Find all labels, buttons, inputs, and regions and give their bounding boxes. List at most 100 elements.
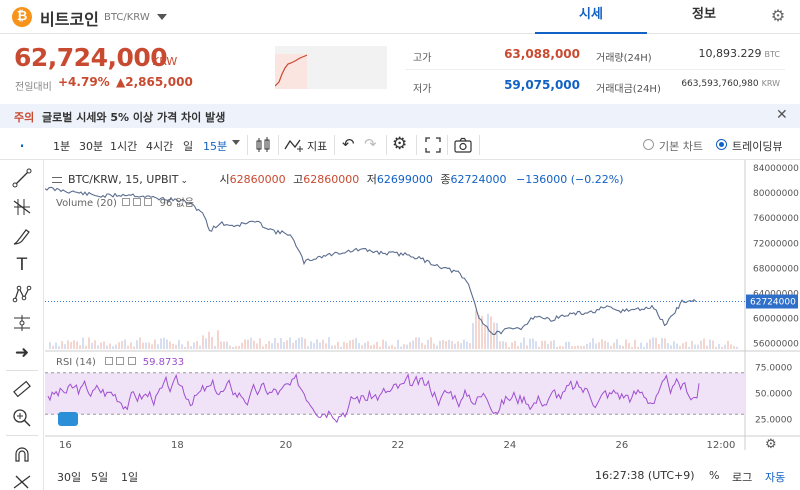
rsi-tick-label: 75.0000 <box>755 364 792 374</box>
tab-info[interactable]: 정보 <box>692 7 716 22</box>
settings-icon[interactable] <box>133 198 142 206</box>
volume-bar <box>154 339 156 349</box>
volume-bar <box>88 337 90 349</box>
collapse-icon[interactable] <box>52 177 62 183</box>
volume-bar <box>511 342 513 349</box>
tradingview-radio[interactable] <box>716 139 727 150</box>
interval-1m[interactable]: 1분 <box>53 140 71 153</box>
time-tick-label: 26 <box>616 440 629 450</box>
zoom-in-icon[interactable] <box>12 408 32 428</box>
change-label: 전일대비 <box>15 82 52 93</box>
magnet-icon[interactable] <box>12 445 32 465</box>
basic-chart-label[interactable]: 기본 차트 <box>659 140 703 153</box>
close-icon[interactable] <box>144 198 153 206</box>
volume-bar <box>421 342 423 349</box>
price-tick-label: 56000000 <box>753 340 799 350</box>
chevron-down-icon[interactable]: ⌄ <box>180 176 189 186</box>
volume-bar <box>604 340 606 349</box>
volume-bar <box>202 335 204 349</box>
ruler-icon[interactable] <box>12 379 32 399</box>
gear-icon[interactable]: ⚙ <box>770 6 786 25</box>
prediction-tool-icon[interactable] <box>12 313 32 333</box>
volume-bar <box>208 331 210 349</box>
gear-icon[interactable]: ⚙ <box>765 437 777 450</box>
undo-icon[interactable]: ↶ <box>342 135 355 153</box>
time-tick-label: 24 <box>504 440 517 450</box>
volume-bar <box>331 345 333 349</box>
eye-icon[interactable] <box>122 198 131 206</box>
volume-bar <box>136 340 138 349</box>
volume-bar <box>316 339 318 349</box>
price-series-line <box>45 186 697 335</box>
volume-bar <box>412 340 414 349</box>
volume-bar <box>427 339 429 349</box>
volume-bar <box>712 340 714 349</box>
candlestick-icon[interactable] <box>254 136 272 154</box>
volume-bar <box>70 342 72 349</box>
range-30d[interactable]: 30일 <box>57 471 82 484</box>
volume-bar <box>736 346 738 349</box>
indicator-icon[interactable] <box>284 137 304 153</box>
chevron-down-icon[interactable] <box>232 140 240 145</box>
volume-bar <box>256 343 258 349</box>
text-tool-icon[interactable]: T <box>16 255 28 275</box>
interval-day[interactable]: 일 <box>183 140 194 153</box>
close-icon[interactable] <box>127 357 136 365</box>
drawing-toolbar: · T ➜ <box>0 136 44 490</box>
volume-bar <box>544 340 546 349</box>
settings-icon[interactable] <box>116 357 125 365</box>
volume-bar <box>502 341 504 349</box>
toolbar-divider <box>447 135 448 155</box>
volume-bar <box>685 341 687 349</box>
indicator-button[interactable]: 지표 <box>307 140 328 153</box>
range-1d[interactable]: 1일 <box>121 471 139 484</box>
auto-toggle[interactable]: 자동 <box>765 471 786 484</box>
volume-bar <box>523 337 525 349</box>
coin-name[interactable]: 비트코인 <box>40 10 99 29</box>
tradingview-logo-icon[interactable] <box>58 412 78 426</box>
tab-quote[interactable]: 시세 <box>535 0 647 34</box>
mini-price-chart <box>275 46 387 89</box>
interval-30m[interactable]: 30분 <box>79 140 104 153</box>
camera-icon[interactable] <box>454 137 472 153</box>
interval-1h[interactable]: 1시간 <box>110 140 138 153</box>
range-5d[interactable]: 5일 <box>91 471 109 484</box>
fib-retracement-icon[interactable] <box>12 197 32 217</box>
interval-15m[interactable]: 15분 <box>203 140 228 153</box>
rsi-series-line <box>47 373 700 424</box>
volume-bar <box>529 338 531 349</box>
tradingview-label[interactable]: 트레이딩뷰 <box>732 140 783 153</box>
volume-bar <box>640 342 642 349</box>
eye-icon[interactable] <box>105 357 114 365</box>
clock-time[interactable]: 16:27:38 (UTC+9) <box>595 469 695 482</box>
interval-4h[interactable]: 4시간 <box>146 140 174 153</box>
volume-bar <box>127 345 129 349</box>
legend-symbol[interactable]: BTC/KRW, 15, UPBIT <box>68 173 179 186</box>
volume-bar <box>538 346 540 349</box>
arrow-right-icon[interactable]: ➜ <box>14 343 30 363</box>
hide-drawings-icon[interactable] <box>12 473 32 490</box>
fullscreen-icon[interactable] <box>425 137 441 153</box>
basic-chart-radio[interactable] <box>643 139 654 150</box>
volume-bar <box>637 346 639 349</box>
low-label: 저가 <box>413 84 432 95</box>
settings-icon[interactable]: ⚙ <box>392 134 408 154</box>
volume-bar <box>454 343 456 349</box>
chevron-down-icon[interactable] <box>157 14 167 20</box>
volume-indicator-label[interactable]: Volume (20) <box>56 198 117 209</box>
close-icon[interactable]: ✕ <box>776 107 788 123</box>
volume-bar <box>346 343 348 349</box>
price-chart[interactable]: 84000000 80000000 76000000 72000000 68000000… <box>45 160 800 450</box>
redo-icon[interactable]: ↷ <box>364 135 377 153</box>
brush-icon[interactable] <box>12 226 32 246</box>
volume-bar <box>220 341 222 349</box>
cursor-dot-icon[interactable]: · <box>18 134 26 158</box>
volume-bar <box>160 338 162 349</box>
price-tick-label: 64000000 <box>753 290 799 300</box>
log-toggle[interactable]: 로그 <box>732 471 753 484</box>
volume-bar <box>340 346 342 349</box>
rsi-indicator-label[interactable]: RSI (14) <box>56 357 96 368</box>
percent-toggle[interactable]: % <box>709 469 720 482</box>
trend-line-icon[interactable] <box>12 168 32 188</box>
pattern-tool-icon[interactable] <box>12 284 32 304</box>
